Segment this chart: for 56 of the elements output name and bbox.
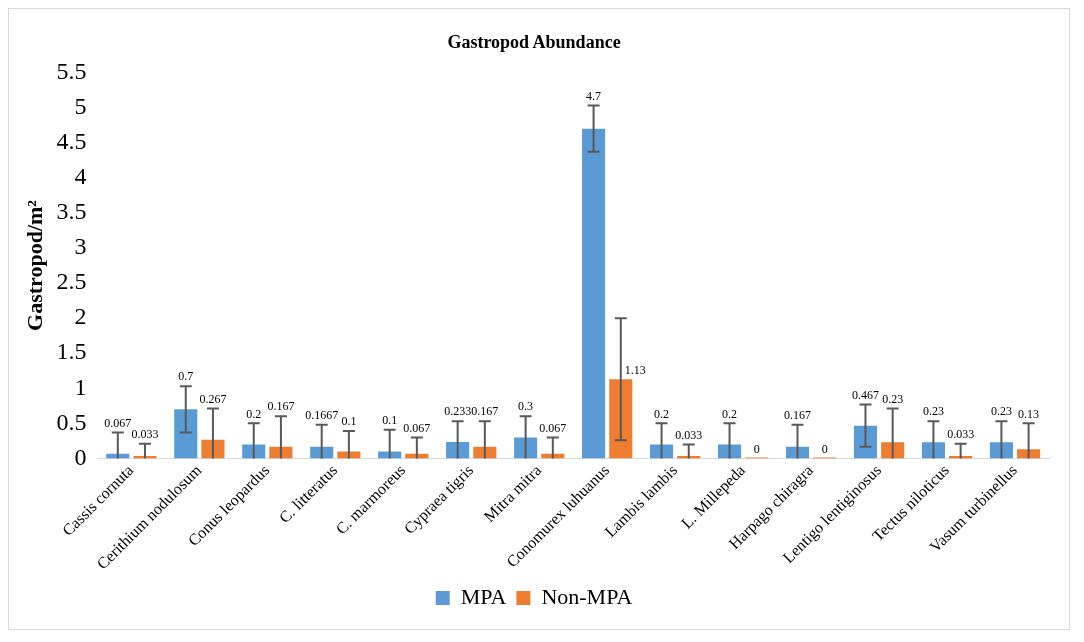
y-tick-label: 1 bbox=[74, 373, 87, 400]
bar bbox=[242, 444, 266, 459]
y-tick-label: 5 bbox=[74, 92, 87, 119]
data-label: 0.2 bbox=[246, 406, 262, 421]
legend-label: Non-MPA bbox=[541, 583, 633, 609]
y-tick-label: 5.5 bbox=[56, 57, 87, 84]
bar bbox=[1017, 449, 1041, 459]
bar bbox=[881, 442, 905, 459]
data-label: 1.13 bbox=[624, 363, 646, 378]
data-label: 0.167 bbox=[267, 399, 295, 414]
chart-title: Gastropod Abundance bbox=[447, 32, 621, 53]
data-label: 0.2 bbox=[654, 406, 670, 421]
bar bbox=[174, 409, 198, 459]
data-label: 0 bbox=[821, 441, 828, 456]
bar bbox=[378, 451, 402, 459]
data-label: 0.167 bbox=[471, 404, 499, 419]
bar bbox=[582, 128, 606, 459]
y-tick-label: 4.5 bbox=[56, 128, 87, 155]
data-label: 4.7 bbox=[586, 88, 602, 103]
y-tick-label: 0.5 bbox=[56, 408, 87, 435]
data-label: 0.067 bbox=[539, 420, 567, 435]
data-label: 0.033 bbox=[131, 426, 159, 441]
data-label: 0.23 bbox=[922, 404, 944, 419]
y-tick-label: 4 bbox=[74, 163, 87, 190]
bar bbox=[989, 442, 1013, 459]
data-label: 0.2 bbox=[722, 406, 738, 421]
data-label: 0.067 bbox=[403, 420, 431, 435]
data-label: 0.1 bbox=[341, 414, 357, 429]
data-label: 0.1667 bbox=[305, 407, 339, 422]
legend-label: MPA bbox=[460, 583, 507, 609]
data-label: 0.7 bbox=[178, 369, 194, 384]
bar bbox=[514, 437, 538, 459]
data-label: 0.167 bbox=[784, 407, 812, 422]
bar bbox=[337, 451, 361, 459]
data-label: 0.3 bbox=[518, 399, 534, 414]
bar bbox=[650, 444, 674, 459]
data-label: 0 bbox=[753, 441, 760, 456]
data-label: 0.067 bbox=[104, 415, 132, 430]
y-tick-label: 3 bbox=[74, 233, 87, 260]
bar bbox=[201, 439, 225, 459]
y-tick-label: 3.5 bbox=[56, 198, 87, 225]
data-label: 0.13 bbox=[1018, 406, 1040, 421]
data-label: 0.23 bbox=[990, 404, 1012, 419]
y-tick-label: 2 bbox=[74, 303, 87, 330]
data-label: 0.233 bbox=[444, 404, 472, 419]
data-label: 0.033 bbox=[675, 427, 703, 442]
data-label: 0.267 bbox=[199, 391, 227, 406]
y-tick-label: 1.5 bbox=[56, 338, 87, 365]
data-label: 0.467 bbox=[851, 387, 879, 402]
data-label: 0.23 bbox=[882, 391, 904, 406]
y-tick-label: 0 bbox=[74, 443, 87, 470]
data-label: 0.033 bbox=[947, 426, 975, 441]
y-tick-label: 2.5 bbox=[56, 268, 87, 295]
bar bbox=[609, 379, 633, 459]
y-axis-title: Gastropod/m² bbox=[21, 199, 47, 331]
data-label: 0.1 bbox=[382, 412, 398, 427]
